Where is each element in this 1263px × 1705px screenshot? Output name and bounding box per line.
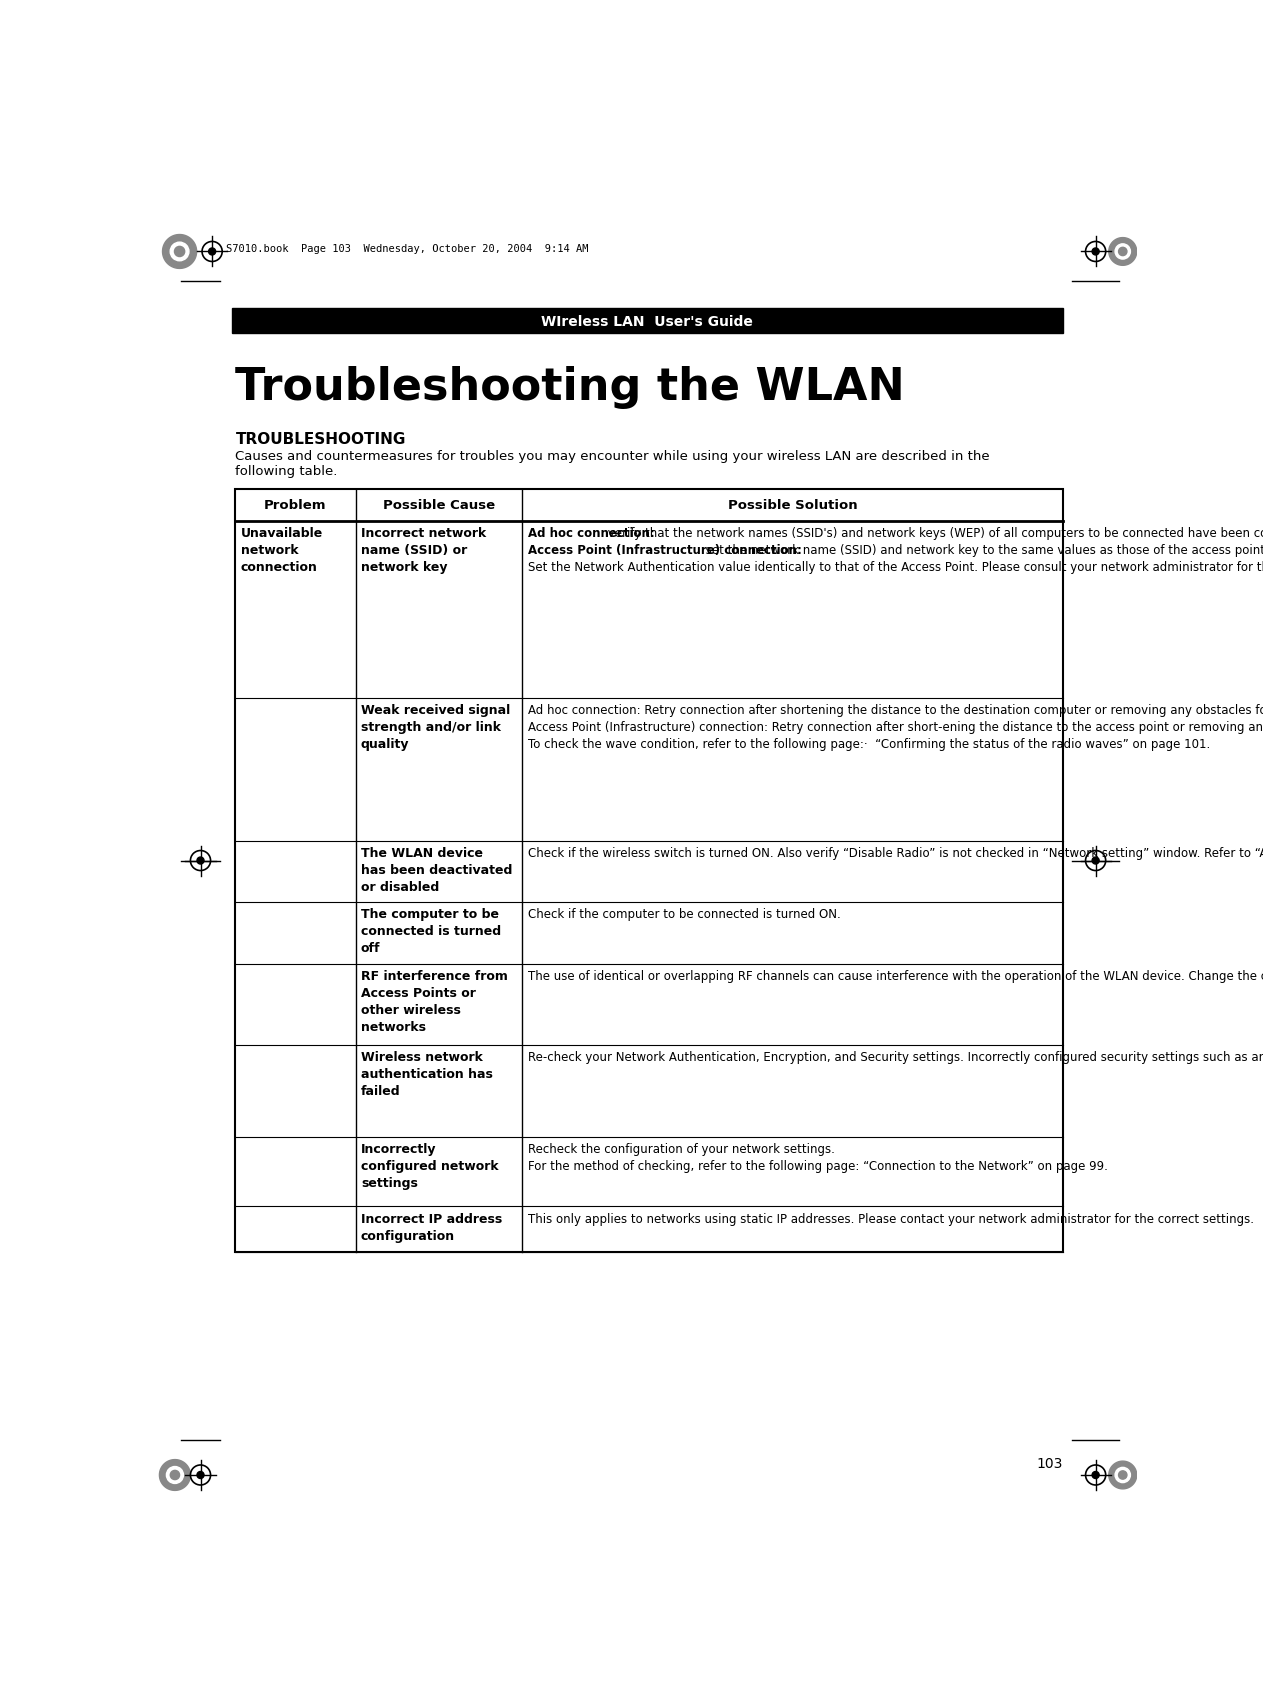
Text: Access Point (Infrastructure) connection: Retry connection after short-ening the: Access Point (Infrastructure) connection… — [528, 721, 1263, 733]
Circle shape — [174, 247, 184, 257]
Text: RF interference from
Access Points or
other wireless
networks: RF interference from Access Points or ot… — [361, 970, 508, 1033]
Circle shape — [197, 1471, 205, 1478]
Text: verify that the network names (SSID's) and network keys (WEP) of all computers t: verify that the network names (SSID's) a… — [604, 527, 1263, 540]
Text: S7010.book  Page 103  Wednesday, October 20, 2004  9:14 AM: S7010.book Page 103 Wednesday, October 2… — [226, 244, 589, 254]
Circle shape — [1092, 858, 1099, 864]
Text: The WLAN device
has been deactivated
or disabled: The WLAN device has been deactivated or … — [361, 846, 513, 893]
Circle shape — [1092, 1471, 1099, 1478]
Text: The computer to be
connected is turned
off: The computer to be connected is turned o… — [361, 909, 501, 955]
Circle shape — [1092, 249, 1099, 256]
Text: Troubleshooting the WLAN: Troubleshooting the WLAN — [235, 367, 906, 409]
Circle shape — [197, 858, 205, 864]
Text: Set the Network Authentication value identically to that of the Access Point. Pl: Set the Network Authentication value ide… — [528, 561, 1263, 573]
Text: TROUBLESHOOTING: TROUBLESHOOTING — [235, 431, 405, 447]
Text: Access Point (Infrastructure) connection:: Access Point (Infrastructure) connection… — [528, 544, 802, 556]
Circle shape — [171, 244, 189, 261]
Polygon shape — [159, 1459, 191, 1490]
Text: Incorrect IP address
configuration: Incorrect IP address configuration — [361, 1212, 503, 1241]
Text: Wireless network
authentication has
failed: Wireless network authentication has fail… — [361, 1050, 493, 1098]
Text: Problem: Problem — [264, 500, 327, 512]
Text: Incorrectly
configured network
settings: Incorrectly configured network settings — [361, 1142, 499, 1190]
Text: WIreless LAN  User's Guide: WIreless LAN User's Guide — [541, 315, 753, 329]
Polygon shape — [1109, 1461, 1137, 1488]
Text: Recheck the configuration of your network settings.: Recheck the configuration of your networ… — [528, 1142, 835, 1156]
Circle shape — [171, 1470, 179, 1480]
Text: Check if the computer to be connected is turned ON.: Check if the computer to be connected is… — [528, 909, 840, 921]
Circle shape — [1115, 1468, 1130, 1483]
Text: Causes and countermeasures for troubles you may encounter while using your wirel: Causes and countermeasures for troubles … — [235, 450, 990, 477]
Text: To check the wave condition, refer to the following page:·  “Confirming the stat: To check the wave condition, refer to th… — [528, 737, 1210, 750]
Circle shape — [167, 1466, 183, 1483]
Text: 103: 103 — [1037, 1456, 1063, 1471]
Polygon shape — [1109, 239, 1137, 266]
Text: set the network name (SSID) and network key to the same values as those of the a: set the network name (SSID) and network … — [702, 544, 1263, 556]
Circle shape — [1119, 1471, 1127, 1480]
Text: Check if the wireless switch is turned ON. Also verify “Disable Radio” is not ch: Check if the wireless switch is turned O… — [528, 846, 1263, 859]
Bar — [231, 309, 1063, 334]
Text: For the method of checking, refer to the following page: “Connection to the Netw: For the method of checking, refer to the… — [528, 1159, 1108, 1173]
Text: Ad hoc connection: Retry connection after shortening the distance to the destina: Ad hoc connection: Retry connection afte… — [528, 704, 1263, 718]
Circle shape — [208, 249, 216, 256]
Text: Incorrect network
name (SSID) or
network key: Incorrect network name (SSID) or network… — [361, 527, 486, 575]
Text: Ad hoc connection:: Ad hoc connection: — [528, 527, 654, 540]
Bar — [235, 489, 1063, 1253]
Text: This only applies to networks using static IP addresses. Please contact your net: This only applies to networks using stat… — [528, 1212, 1254, 1224]
Circle shape — [1119, 249, 1127, 256]
Circle shape — [1115, 246, 1130, 259]
Text: Weak received signal
strength and/or link
quality: Weak received signal strength and/or lin… — [361, 704, 510, 750]
Polygon shape — [163, 235, 197, 269]
Text: The use of identical or overlapping RF channels can cause interference with the : The use of identical or overlapping RF c… — [528, 970, 1263, 982]
Text: Re-check your Network Authentication, Encryption, and Security settings. Incorre: Re-check your Network Authentication, En… — [528, 1050, 1263, 1064]
Text: Possible Cause: Possible Cause — [383, 500, 495, 512]
Text: Possible Solution: Possible Solution — [727, 500, 858, 512]
Text: Unavailable
network
connection: Unavailable network connection — [241, 527, 323, 575]
